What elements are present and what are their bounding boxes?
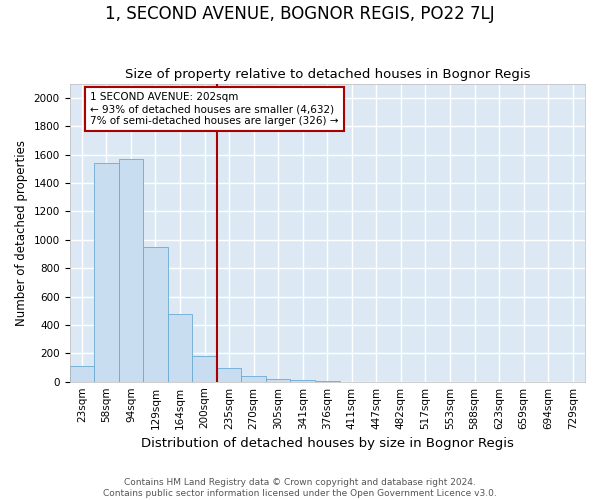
- Text: Contains HM Land Registry data © Crown copyright and database right 2024.
Contai: Contains HM Land Registry data © Crown c…: [103, 478, 497, 498]
- Text: 1 SECOND AVENUE: 202sqm
← 93% of detached houses are smaller (4,632)
7% of semi-: 1 SECOND AVENUE: 202sqm ← 93% of detache…: [90, 92, 338, 126]
- Title: Size of property relative to detached houses in Bognor Regis: Size of property relative to detached ho…: [125, 68, 530, 81]
- Text: 1, SECOND AVENUE, BOGNOR REGIS, PO22 7LJ: 1, SECOND AVENUE, BOGNOR REGIS, PO22 7LJ: [105, 5, 495, 23]
- Bar: [192, 356, 217, 382]
- Bar: [315, 381, 340, 382]
- Bar: [143, 247, 168, 382]
- Bar: [290, 380, 315, 382]
- Bar: [266, 379, 290, 382]
- X-axis label: Distribution of detached houses by size in Bognor Regis: Distribution of detached houses by size …: [141, 437, 514, 450]
- Bar: [217, 368, 241, 382]
- Bar: [168, 314, 192, 382]
- Bar: [241, 376, 266, 382]
- Bar: [119, 159, 143, 382]
- Bar: [70, 366, 94, 382]
- Bar: [94, 163, 119, 382]
- Y-axis label: Number of detached properties: Number of detached properties: [15, 140, 28, 326]
